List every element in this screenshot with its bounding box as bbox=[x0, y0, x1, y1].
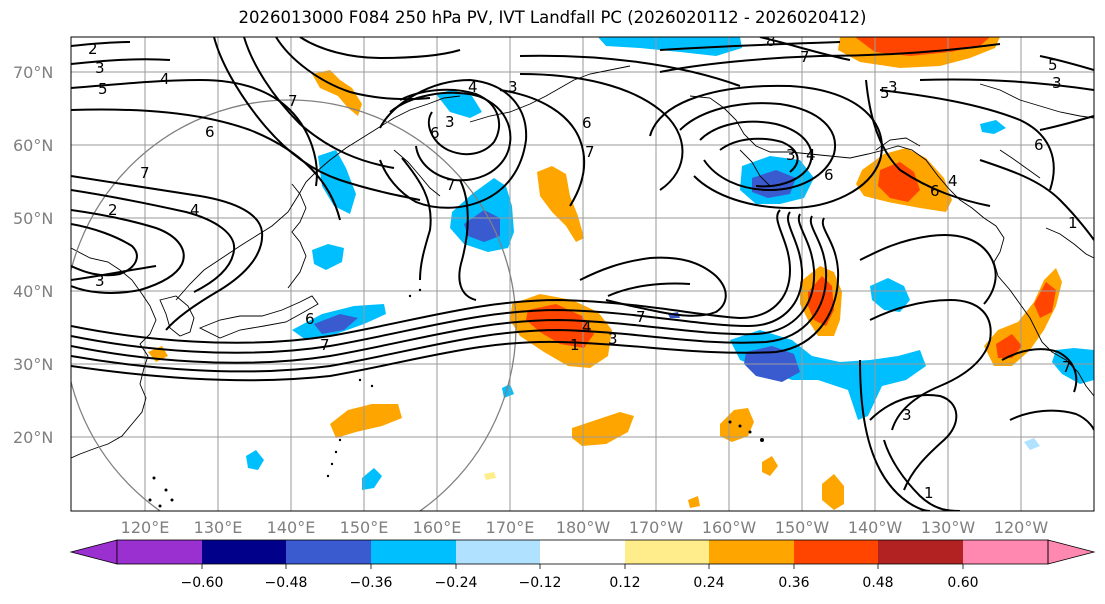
colorbar-segment bbox=[878, 540, 963, 564]
pv-contours bbox=[71, 37, 1094, 511]
colorbar-tick-label: −0.12 bbox=[519, 575, 562, 591]
lon-label-150e: 150°E bbox=[340, 518, 389, 537]
lat-label-50n: 50°N bbox=[13, 209, 53, 228]
colorbar-extend-max bbox=[1047, 539, 1096, 565]
latitude-labels: 70°N 60°N 50°N 40°N 30°N 20°N bbox=[13, 63, 53, 447]
contour-label: 1 bbox=[924, 484, 934, 502]
colorbar-tick-label: 0.60 bbox=[947, 575, 978, 591]
colorbar-extend-min bbox=[69, 539, 118, 565]
colorbar-segment bbox=[202, 540, 286, 564]
lon-label-120e: 120°E bbox=[121, 518, 170, 537]
map-plot-area: 2 3 3 4 5 6 6 7 7 2 4 3 6 4 3 7 6 7 8 7 … bbox=[71, 32, 1094, 511]
lat-label-30n: 30°N bbox=[13, 355, 53, 374]
colorbar-segment bbox=[625, 540, 709, 564]
contour-label: 6 bbox=[305, 310, 315, 328]
contour-label: 3 bbox=[888, 78, 898, 96]
contour-label: 5 bbox=[880, 84, 890, 102]
colorbar-segment bbox=[456, 540, 540, 564]
colorbar-segment bbox=[540, 540, 625, 564]
colorbar-tick-label: −0.24 bbox=[435, 575, 478, 591]
lat-label-70n: 70°N bbox=[13, 63, 53, 82]
contour-label: 1 bbox=[1068, 214, 1078, 232]
islands bbox=[148, 288, 764, 508]
colorbar-segment bbox=[371, 540, 456, 564]
lon-label-170e: 170°E bbox=[486, 518, 535, 537]
contour-label: 2 bbox=[88, 40, 98, 58]
colorbar-tick-label: −0.36 bbox=[350, 575, 393, 591]
colorbar-segment bbox=[794, 540, 878, 564]
lon-label-130w: 130°W bbox=[921, 518, 976, 537]
contour-label: 6 bbox=[930, 182, 940, 200]
contour-label: 3 bbox=[902, 406, 912, 424]
contour-label: 3 bbox=[608, 330, 618, 348]
contour-label: 7 bbox=[320, 336, 330, 354]
map-frame bbox=[70, 36, 1095, 512]
contour-label: 4 bbox=[948, 172, 958, 190]
contour-label: 3 bbox=[786, 146, 796, 164]
contour-labels: 2 3 3 4 5 6 6 7 7 2 4 3 6 4 3 7 6 7 8 7 … bbox=[88, 32, 1078, 502]
contour-label: 7 bbox=[140, 164, 150, 182]
colorbar-segment bbox=[709, 540, 794, 564]
contour-label: 7 bbox=[636, 308, 646, 326]
lat-label-60n: 60°N bbox=[13, 136, 53, 155]
contour-label: 6 bbox=[205, 123, 215, 141]
contour-label: 6 bbox=[824, 166, 834, 184]
contour-label: 4 bbox=[468, 78, 478, 96]
contour-label: 6 bbox=[430, 124, 440, 142]
lon-label-150w: 150°W bbox=[775, 518, 830, 537]
contour-label: 8 bbox=[766, 32, 776, 50]
colorbar-segment bbox=[963, 540, 1048, 564]
lon-label-160w: 160°W bbox=[702, 518, 757, 537]
contour-label: 4 bbox=[160, 70, 170, 88]
lon-label-170w: 170°W bbox=[629, 518, 684, 537]
contour-label: 2 bbox=[108, 201, 118, 219]
positive-anomaly-region bbox=[148, 37, 1062, 510]
contour-label: 7 bbox=[446, 176, 456, 194]
contour-label: 7 bbox=[800, 48, 810, 66]
lat-label-40n: 40°N bbox=[13, 282, 53, 301]
reference-circle bbox=[71, 99, 517, 511]
map-title: 2026013000 F084 250 hPa PV, IVT Landfall… bbox=[238, 8, 867, 27]
contour-label: 4 bbox=[190, 201, 200, 219]
lon-label-120w: 120°W bbox=[994, 518, 1049, 537]
contour-label: 4 bbox=[582, 318, 592, 336]
contour-label: 7 bbox=[288, 92, 298, 110]
contour-label: 3 bbox=[445, 113, 455, 131]
colorbar-tick-label: 0.24 bbox=[693, 575, 724, 591]
contour-label: 3 bbox=[1052, 74, 1062, 92]
contour-label: 7 bbox=[1062, 358, 1072, 376]
contour-label: 5 bbox=[1048, 56, 1058, 74]
longitude-labels: 120°E 130°E 140°E 150°E 160°E 170°E 180°… bbox=[121, 518, 1049, 537]
colorbar-tick-labels: −0.60 −0.48 −0.36 −0.24 −0.12 0.12 0.24 … bbox=[181, 575, 979, 591]
lon-label-130e: 130°E bbox=[194, 518, 243, 537]
colorbar-segment bbox=[117, 540, 202, 564]
colorbar-ticks bbox=[201, 564, 964, 569]
lat-lon-grid bbox=[71, 37, 1094, 511]
colorbar-tick-label: 0.36 bbox=[778, 575, 809, 591]
lon-label-140w: 140°W bbox=[848, 518, 903, 537]
colorbar-segment bbox=[286, 540, 371, 564]
contour-label: 3 bbox=[95, 59, 105, 77]
colorbar-frame bbox=[116, 539, 1049, 565]
contour-label: 6 bbox=[582, 114, 592, 132]
colorbar: −0.60 −0.48 −0.36 −0.24 −0.12 0.12 0.24 … bbox=[69, 539, 1096, 591]
contour-label: 3 bbox=[508, 78, 518, 96]
colorbar-tick-label: −0.48 bbox=[265, 575, 308, 591]
lon-label-160e: 160°E bbox=[413, 518, 462, 537]
contour-label: 1 bbox=[570, 336, 580, 354]
contour-label: 7 bbox=[585, 143, 595, 161]
lat-label-20n: 20°N bbox=[13, 428, 53, 447]
contour-label: 4 bbox=[806, 146, 816, 164]
contour-label: 6 bbox=[1034, 136, 1044, 154]
lon-label-140e: 140°E bbox=[267, 518, 316, 537]
contour-label: 5 bbox=[98, 80, 108, 98]
lon-label-180w: 180°W bbox=[556, 518, 611, 537]
contour-label: 3 bbox=[95, 272, 105, 290]
colorbar-tick-label: −0.60 bbox=[181, 575, 224, 591]
colorbar-tick-label: 0.12 bbox=[609, 575, 640, 591]
colorbar-tick-label: 0.48 bbox=[862, 575, 893, 591]
